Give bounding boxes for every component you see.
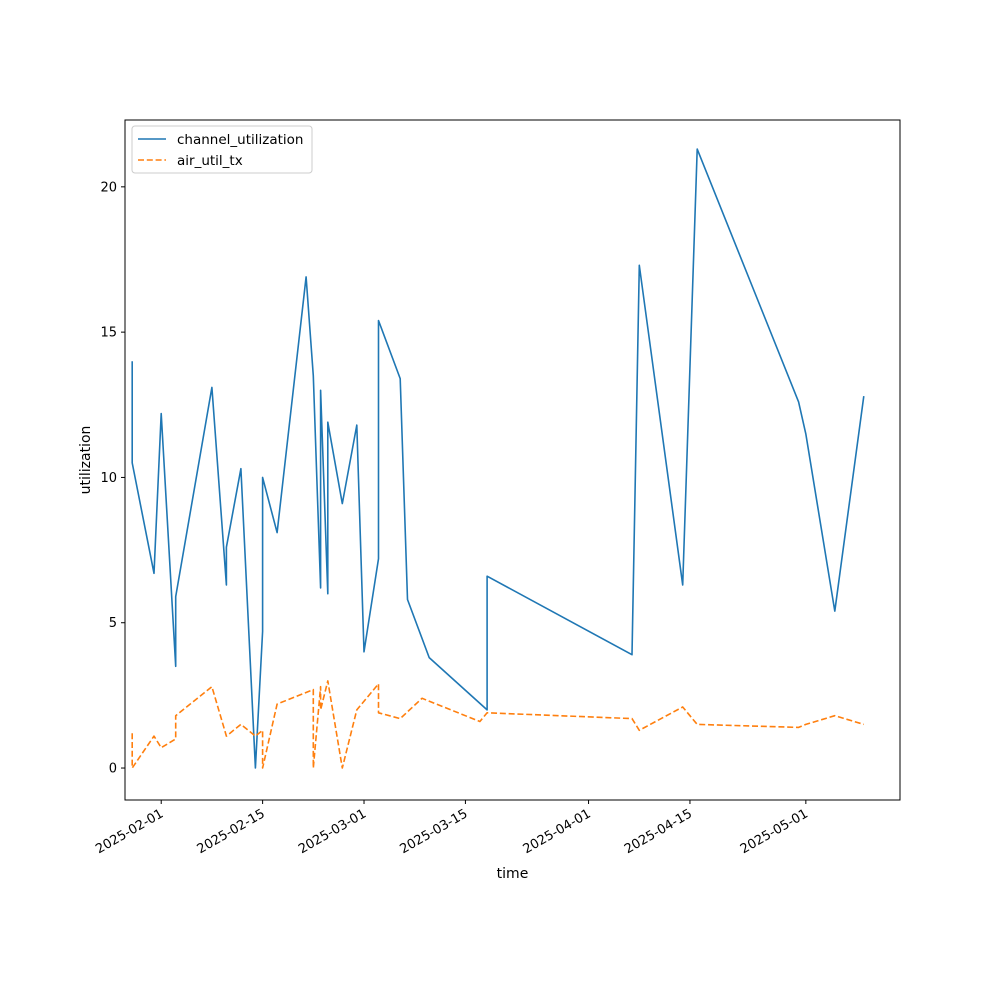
legend: channel_utilization air_util_tx (131, 125, 313, 174)
y-tick-label: 10 (100, 471, 117, 486)
y-tick-label: 20 (100, 180, 117, 195)
y-axis-label: utilization (78, 426, 94, 495)
series-line-channel_utilization (131, 148, 865, 769)
legend-box (131, 125, 313, 174)
y-axis: 0 5 10 15 20 (100, 180, 125, 777)
y-tick-label: 15 (100, 326, 117, 341)
plot-frame (124, 119, 901, 801)
legend-label: air_util_tx (177, 153, 243, 169)
y-tick-label: 0 (109, 762, 117, 777)
legend-label: channel_utilization (177, 132, 304, 148)
series-line-air_util_tx (131, 680, 865, 769)
x-axis-label: time (497, 866, 529, 882)
y-tick-label: 5 (109, 616, 117, 631)
